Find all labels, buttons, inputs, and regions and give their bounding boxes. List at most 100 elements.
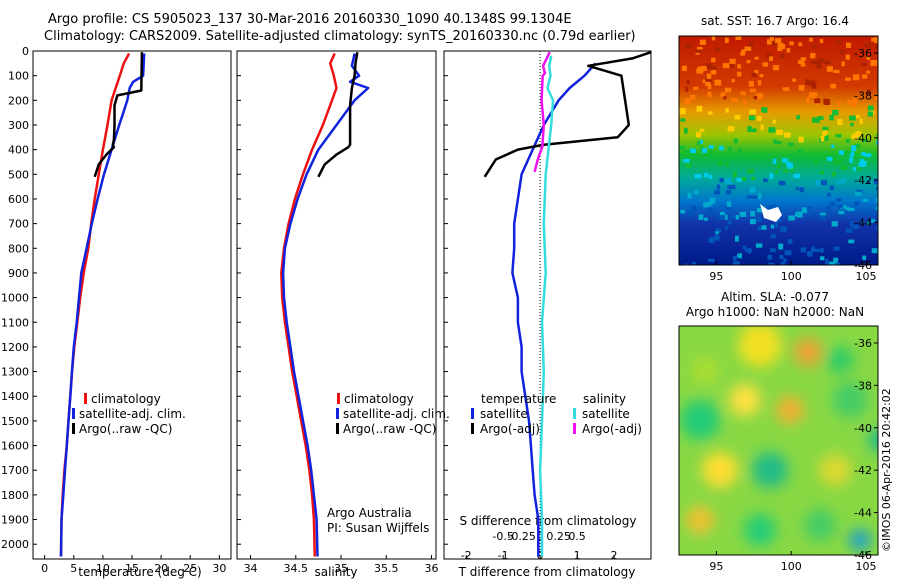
legend-swatch-argo <box>72 423 75 434</box>
x-tick-label: 25 <box>183 562 197 575</box>
legend-label-satellite: satellite-adj. clim. <box>343 407 450 421</box>
x-tick-label: 35 <box>334 562 348 575</box>
map-y-tick-label: -44 <box>854 217 872 230</box>
x-tick-label: 20 <box>154 562 168 575</box>
map-y-tick-label: -40 <box>854 132 872 145</box>
difference-top-label: S difference from climatology <box>460 514 637 528</box>
legend-label-argo: Argo(..raw -QC) <box>79 422 172 436</box>
legend-label-temp-argo: Argo(-adj) <box>480 422 540 436</box>
argo-australia-note: Argo Australia <box>327 506 412 520</box>
series-line-0 <box>511 62 597 557</box>
depth-tick-label: 600 <box>8 193 29 206</box>
map-y-tick-label: -42 <box>854 174 872 187</box>
sla-map-title2: Argo h1000: NaN h2000: NaN <box>686 305 864 319</box>
salinity-x-axis: 34 34.5 35 35.5 36 <box>244 555 438 575</box>
legend-swatch-temp-argo <box>471 423 474 434</box>
x-tick-label: 0 <box>41 562 48 575</box>
x-tick-label: 2 <box>611 549 618 562</box>
legend-swatch-climatology <box>84 393 87 404</box>
header-line2: Climatology: CARS2009. Satellite-adjuste… <box>44 29 636 44</box>
salinity-xlabel: salinity <box>314 565 357 579</box>
series-line-1 <box>59 53 146 557</box>
legend-label-argo: Argo(..raw -QC) <box>343 422 436 436</box>
depth-axis: 0 100 200 300 400 500 600 700 800 900 1000 1100 1200… <box>1 45 448 551</box>
sla-map-frame <box>678 325 879 556</box>
depth-tick-label: 200 <box>8 94 29 107</box>
depth-tick-label: 400 <box>8 144 29 157</box>
legend-label-climatology: climatology <box>91 392 161 406</box>
depth-tick-label: 1900 <box>1 514 29 527</box>
x-tick-label: 36 <box>424 562 438 575</box>
salinity-panel-frame <box>236 50 437 560</box>
depth-tick-label: 1000 <box>1 292 29 305</box>
map-x-tick-label: 100 <box>781 560 802 573</box>
depth-tick-label: 2000 <box>1 538 29 551</box>
map-y-tick-label: -38 <box>854 89 872 102</box>
temperature-x-axis: 0 5 10 15 20 25 30 <box>41 555 226 575</box>
sla-map-title1: Altim. SLA: -0.077 <box>721 290 829 304</box>
depth-tick-label: 900 <box>8 267 29 280</box>
depth-tick-label: 300 <box>8 119 29 132</box>
series-line-1 <box>483 51 651 178</box>
x-tick-label: 35.5 <box>374 562 399 575</box>
pi-note: PI: Susan Wijffels <box>327 521 429 535</box>
map-y-tick-label: -40 <box>854 422 872 435</box>
depth-tick-label: 1600 <box>1 440 29 453</box>
x-tick-label: -2 <box>461 549 472 562</box>
series-line-3 <box>533 51 551 173</box>
legend-title-temperature: temperature <box>481 392 556 406</box>
map-x-tick-label: 95 <box>709 270 723 283</box>
depth-tick-label: 800 <box>8 242 29 255</box>
s-diff-tick-label: 0 <box>537 530 544 543</box>
legend-swatch-satellite <box>336 408 339 419</box>
sla-map-image <box>679 326 878 555</box>
depth-tick-label: 1500 <box>1 415 29 428</box>
map-y-tick-label: -42 <box>854 464 872 477</box>
depth-tick-label: 1100 <box>1 316 29 329</box>
x-tick-label: -1 <box>498 549 509 562</box>
series-line-2 <box>93 52 144 178</box>
x-tick-label: 1 <box>574 549 581 562</box>
temperature-curves <box>59 52 146 557</box>
legend-label-climatology: climatology <box>344 392 414 406</box>
legend-swatch-sal-argo <box>573 423 576 434</box>
sst-map-image <box>679 36 878 265</box>
legend-label-satellite: satellite-adj. clim. <box>79 407 186 421</box>
legend-label-temp-satellite: satellite <box>480 407 528 421</box>
x-tick-label: 15 <box>125 562 139 575</box>
depth-tick-label: 100 <box>8 70 29 83</box>
salinity-difference-axis: -0.5-0.25 0 0.250.5 <box>492 530 585 543</box>
depth-tick-label: 700 <box>8 218 29 231</box>
depth-tick-label: 1800 <box>1 489 29 502</box>
depth-tick-label: 500 <box>8 168 29 181</box>
x-tick-label: 34 <box>244 562 258 575</box>
map-x-tick-label: 100 <box>781 270 802 283</box>
salinity-legend: climatology satellite-adj. clim. Argo(..… <box>327 392 450 535</box>
depth-tick-label: 1200 <box>1 341 29 354</box>
sla-map-axes: -36 -38 -40 -42 -44 -46 95 100 105 <box>709 337 878 573</box>
series-line-0 <box>280 52 338 557</box>
salinity-curves <box>280 51 370 557</box>
map-y-tick-label: -46 <box>854 259 872 272</box>
sst-map-frame <box>678 35 879 266</box>
difference-xlabel: T difference from climatology <box>458 565 636 579</box>
depth-tick-label: 0 <box>22 45 29 58</box>
map-y-tick-label: -38 <box>854 379 872 392</box>
imos-stamp: ©IMOS 06-Apr-2016 20:42:02 <box>880 388 893 552</box>
legend-title-salinity: salinity <box>583 392 626 406</box>
map-y-tick-label: -36 <box>854 47 872 60</box>
map-y-tick-label: -36 <box>854 337 872 350</box>
legend-swatch-sal-satellite <box>573 408 576 419</box>
depth-tick-label: 1700 <box>1 464 29 477</box>
legend-label-sal-argo: Argo(-adj) <box>582 422 642 436</box>
temperature-legend: climatology satellite-adj. clim. Argo(..… <box>72 392 186 436</box>
map-y-tick-label: -46 <box>854 549 872 562</box>
x-tick-label: 30 <box>212 562 226 575</box>
x-tick-label: 5 <box>70 562 77 575</box>
legend-swatch-climatology <box>337 393 340 404</box>
series-line-2 <box>538 55 555 557</box>
temperature-xlabel: temperature (deg C) <box>78 565 201 579</box>
series-line-2 <box>317 51 359 178</box>
x-tick-label: 10 <box>96 562 110 575</box>
